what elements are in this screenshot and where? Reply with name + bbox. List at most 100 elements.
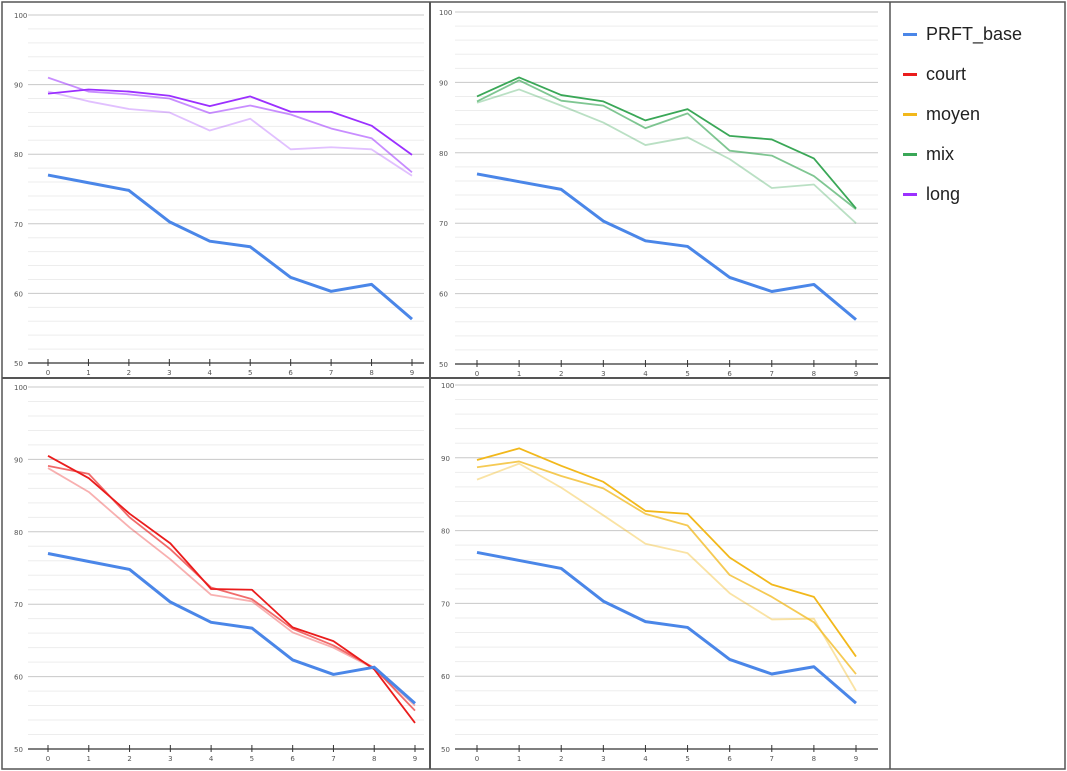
y-tick-label: 70 bbox=[441, 600, 450, 608]
x-tick-label: 3 bbox=[601, 755, 605, 763]
x-tick-label: 1 bbox=[517, 755, 521, 763]
y-tick-label: 90 bbox=[14, 82, 23, 90]
x-tick-label: 9 bbox=[413, 755, 417, 763]
y-tick-label: 60 bbox=[441, 673, 450, 681]
legend: PRFT_base court moyen mix long bbox=[903, 14, 1022, 214]
legend-item-mix: mix bbox=[903, 134, 1022, 174]
x-tick-label: 2 bbox=[127, 755, 131, 763]
x-tick-label: 1 bbox=[86, 369, 90, 377]
chart-panel-1: 50 60 70 80 90 100 0 1 2 3 4 5 6 7 8 9 bbox=[14, 12, 424, 377]
series-line bbox=[476, 462, 857, 692]
y-tick-label: 80 bbox=[439, 150, 448, 158]
x-tick-label: 2 bbox=[559, 370, 563, 378]
x-tick-label: 8 bbox=[812, 370, 816, 378]
series-line bbox=[476, 76, 857, 209]
legend-label: long bbox=[926, 183, 961, 204]
x-tick-label: 0 bbox=[475, 755, 479, 763]
x-tick-label: 7 bbox=[770, 755, 774, 763]
x-tick-label: 7 bbox=[331, 755, 335, 763]
y-tick-label: 50 bbox=[14, 746, 23, 754]
chart-panel-3: 50 60 70 80 90 100 0 1 2 3 4 5 6 7 8 9 bbox=[14, 384, 424, 763]
chart-panel-4: 50 60 70 80 90 100 0 1 2 3 4 5 6 7 8 9 bbox=[441, 382, 878, 763]
x-tick-label: 3 bbox=[167, 369, 171, 377]
x-tick-label: 0 bbox=[46, 369, 50, 377]
x-tick-label: 3 bbox=[168, 755, 172, 763]
x-tick-label: 4 bbox=[209, 755, 214, 763]
y-tick-label: 50 bbox=[441, 746, 450, 754]
base-series-line bbox=[47, 173, 413, 321]
legend-swatch bbox=[903, 152, 917, 156]
y-tick-label: 60 bbox=[14, 290, 23, 298]
y-tick-label: 100 bbox=[441, 382, 454, 390]
series-line bbox=[47, 76, 413, 173]
y-tick-label: 100 bbox=[439, 9, 452, 17]
legend-swatch bbox=[903, 112, 917, 116]
x-tick-label: 2 bbox=[127, 369, 131, 377]
x-tick-label: 3 bbox=[601, 370, 605, 378]
x-tick-label: 0 bbox=[46, 755, 50, 763]
x-tick-label: 4 bbox=[643, 755, 648, 763]
x-tick-label: 8 bbox=[372, 755, 376, 763]
x-tick-label: 7 bbox=[770, 370, 774, 378]
y-tick-label: 70 bbox=[14, 601, 23, 609]
x-tick-label: 9 bbox=[854, 755, 858, 763]
series-line bbox=[47, 90, 413, 177]
base-series-line bbox=[47, 552, 416, 705]
y-tick-label: 80 bbox=[14, 529, 23, 537]
x-tick-label: 1 bbox=[517, 370, 521, 378]
x-tick-label: 5 bbox=[685, 755, 689, 763]
series-line bbox=[476, 460, 857, 675]
series-line bbox=[476, 88, 857, 224]
x-tick-label: 1 bbox=[87, 755, 91, 763]
y-tick-label: 100 bbox=[14, 12, 27, 20]
x-tick-label: 0 bbox=[475, 370, 479, 378]
x-tick-label: 7 bbox=[329, 369, 333, 377]
y-tick-label: 60 bbox=[439, 291, 448, 299]
y-tick-label: 90 bbox=[441, 455, 450, 463]
y-tick-label: 90 bbox=[14, 456, 23, 464]
base-series-line bbox=[476, 550, 857, 705]
x-tick-label: 4 bbox=[208, 369, 213, 377]
y-tick-label: 50 bbox=[14, 360, 23, 368]
y-tick-label: 80 bbox=[441, 528, 450, 536]
y-tick-label: 100 bbox=[14, 384, 27, 392]
series-line bbox=[476, 79, 857, 210]
x-tick-label: 6 bbox=[288, 369, 293, 377]
legend-item-moyen: moyen bbox=[903, 94, 1022, 134]
legend-swatch bbox=[903, 192, 917, 196]
legend-swatch bbox=[903, 32, 917, 36]
y-tick-label: 60 bbox=[14, 674, 23, 682]
legend-label: court bbox=[926, 63, 967, 84]
legend-label: mix bbox=[926, 143, 954, 164]
x-tick-label: 4 bbox=[643, 370, 648, 378]
x-tick-label: 9 bbox=[854, 370, 858, 378]
x-tick-label: 6 bbox=[727, 755, 732, 763]
legend-item-court: court bbox=[903, 54, 1022, 94]
y-tick-label: 70 bbox=[14, 221, 23, 229]
chart-panel-2: 50 60 70 80 90 100 0 1 2 3 4 5 6 7 8 9 bbox=[439, 9, 878, 378]
x-tick-label: 6 bbox=[727, 370, 732, 378]
x-tick-label: 5 bbox=[685, 370, 689, 378]
legend-label: moyen bbox=[926, 103, 981, 124]
x-tick-label: 5 bbox=[248, 369, 252, 377]
y-tick-label: 70 bbox=[439, 220, 448, 228]
x-tick-label: 9 bbox=[410, 369, 414, 377]
legend-label: PRFT_base bbox=[926, 23, 1023, 44]
x-tick-label: 8 bbox=[812, 755, 816, 763]
series-line bbox=[47, 88, 413, 156]
y-tick-label: 50 bbox=[439, 361, 448, 369]
y-tick-label: 80 bbox=[14, 151, 23, 159]
x-tick-label: 6 bbox=[290, 755, 295, 763]
base-series-line bbox=[476, 172, 857, 321]
series-line bbox=[47, 467, 416, 707]
series-line bbox=[47, 454, 416, 724]
x-tick-label: 2 bbox=[559, 755, 563, 763]
series-line bbox=[476, 447, 857, 658]
x-tick-label: 8 bbox=[369, 369, 373, 377]
legend-item-prft-base: PRFT_base bbox=[903, 14, 1022, 54]
legend-swatch bbox=[903, 72, 917, 76]
y-tick-label: 90 bbox=[439, 79, 448, 87]
x-tick-label: 5 bbox=[250, 755, 254, 763]
legend-item-long: long bbox=[903, 174, 1022, 214]
